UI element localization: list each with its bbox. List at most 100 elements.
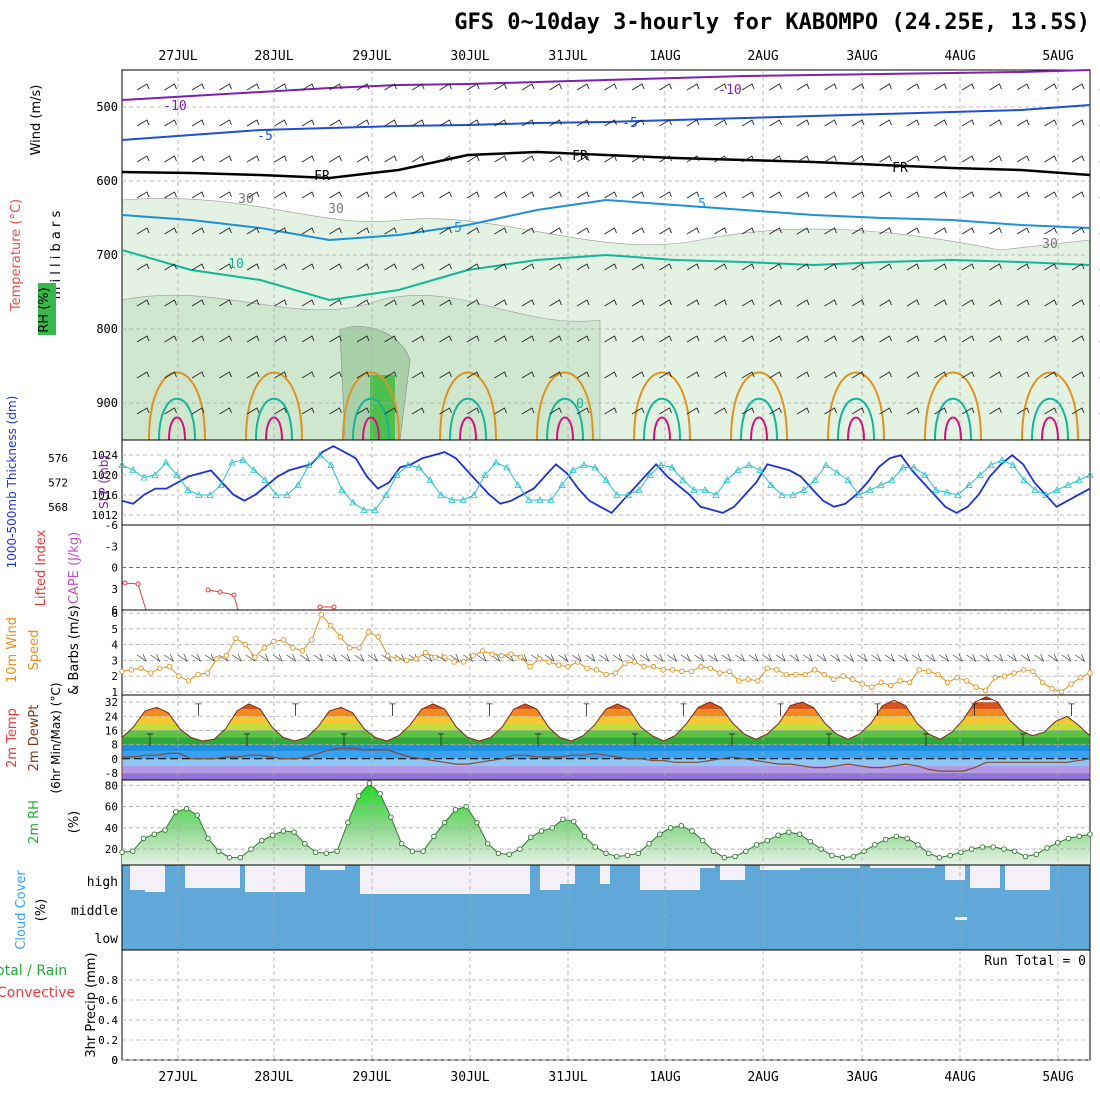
wind10-barb: [1007, 653, 1018, 662]
wind-barb: [906, 371, 920, 379]
isotherm-0: [158, 397, 196, 441]
wind10-barb: [708, 653, 718, 662]
wind-speed-line-marker: [1011, 670, 1017, 676]
date-label-bottom: 1AUG: [649, 1070, 680, 1085]
wind-barb: [274, 263, 287, 271]
temp-line: [121, 696, 1091, 780]
rh-line-marker: [958, 849, 964, 856]
wind-speed-line-marker: [973, 684, 979, 690]
rh-line-marker: [678, 822, 685, 829]
rh-line-marker: [775, 832, 781, 839]
wind-barb: [136, 407, 150, 415]
wind-barb: [329, 371, 342, 379]
slp-line-marker: [800, 486, 808, 493]
slp-line-marker: [250, 466, 258, 473]
wind-speed-line-marker: [536, 656, 543, 662]
wind-barb: [246, 155, 260, 163]
thickness-tick: 576: [48, 452, 68, 465]
isotherm-warm: [924, 371, 982, 441]
wind-barb: [686, 191, 700, 199]
wind-barb: [301, 155, 315, 163]
wind-barb: [549, 371, 562, 379]
slp-line-marker: [162, 458, 170, 466]
contour-label: FR: [892, 161, 908, 176]
wind-tick: 2: [111, 670, 118, 683]
wind-barb: [961, 119, 975, 127]
wind-barb: [906, 191, 920, 199]
rh-line-marker: [323, 850, 330, 857]
precip-conv-label: Convective: [0, 985, 75, 1001]
rh-line-marker: [495, 850, 502, 857]
date-label-top: 2AUG: [747, 49, 778, 64]
wind-barb: [356, 119, 370, 127]
wind-barb: [136, 191, 150, 199]
rh-line-marker: [581, 833, 588, 840]
rh-line-marker: [226, 854, 233, 861]
wind-barb: [1071, 119, 1085, 127]
date-label-top: 30JUL: [450, 49, 489, 64]
wind-barb: [301, 407, 315, 415]
wind-barb: [1016, 83, 1030, 91]
wind-barb: [824, 227, 837, 235]
slp-line-marker: [448, 496, 456, 503]
wind-barb: [906, 335, 920, 343]
minmax-whisker: [389, 703, 396, 716]
rh-line-marker: [560, 816, 566, 823]
isotherm-hot: [750, 416, 768, 441]
wind-speed-line-marker: [1077, 674, 1084, 681]
rh-line-marker: [280, 828, 287, 834]
wind-barb: [219, 299, 232, 307]
wind-barb: [1044, 191, 1057, 199]
minmax-whisker: [147, 733, 153, 746]
isotherm-warm: [1021, 371, 1079, 441]
slp-line-marker: [767, 481, 775, 488]
wind10-barb: [177, 653, 188, 662]
wind-barb: [824, 191, 837, 199]
wind-barb: [466, 407, 480, 415]
wind-speed-line-marker: [309, 637, 315, 643]
rh-line-marker: [732, 853, 738, 860]
wind10-barb: [232, 653, 242, 662]
wind-barb: [686, 299, 700, 307]
isotherm-hot: [1041, 416, 1059, 441]
wind-barb: [521, 371, 535, 379]
wind-barb: [274, 119, 287, 127]
wind-barb: [301, 119, 315, 127]
contour-label: 30: [238, 192, 254, 207]
li-tick: 0: [111, 562, 118, 575]
rh-tick: 40: [105, 822, 118, 835]
wind10-barb: [572, 653, 582, 662]
rh-line-marker: [1022, 853, 1029, 860]
li-line: [124, 582, 147, 611]
wind-barb: [274, 335, 287, 343]
slp-line-marker: [998, 456, 1006, 463]
precip-tick: 0.2: [98, 1034, 118, 1047]
wind-barb: [686, 227, 700, 235]
rh-line-marker: [614, 853, 620, 860]
wind-barb: [879, 299, 892, 307]
cloud-clear: [955, 917, 967, 920]
thickness-tick: 572: [48, 477, 68, 490]
wind-barb: [906, 119, 920, 127]
rh-line-marker: [1065, 835, 1072, 842]
temp-band-top: [122, 696, 1090, 700]
wind-speed-line-marker: [593, 667, 600, 673]
temp-band: [122, 780, 1090, 787]
wind-barb: [906, 299, 920, 307]
slp-line-marker: [129, 466, 137, 473]
wind-barb: [494, 263, 507, 271]
rh-line-marker: [216, 848, 222, 854]
rh-line-marker: [1033, 851, 1039, 858]
wind-speed-line-marker: [612, 670, 619, 676]
wind-barb: [1071, 227, 1085, 235]
date-label-bottom: 28JUL: [254, 1070, 293, 1085]
wind-speed-line-marker: [441, 654, 448, 660]
slp-line-marker: [712, 491, 720, 498]
thickness-tick: 568: [48, 501, 68, 514]
wind-speed-line-marker: [1087, 670, 1093, 676]
wind-speed-line-marker: [859, 681, 865, 687]
wind-speed-line-marker: [1049, 685, 1055, 692]
slp-line-marker: [932, 486, 940, 493]
slp-line-marker: [151, 471, 159, 478]
wind10-barb: [653, 653, 664, 662]
